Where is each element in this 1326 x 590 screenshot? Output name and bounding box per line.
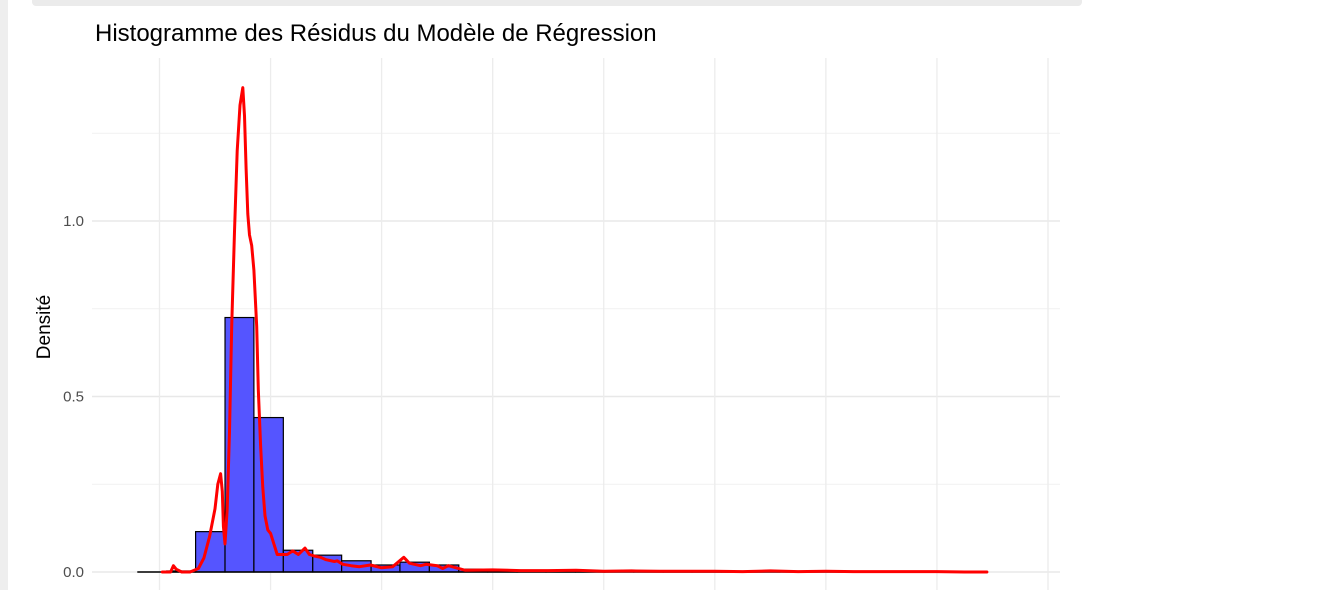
y-tick-label: 1.0 [63,213,84,230]
histogram-bar [253,416,284,573]
window-left-edge [0,0,8,590]
panel-top-bar [32,0,1082,6]
y-tick-label: 0.0 [63,564,84,581]
density-curve [160,86,989,574]
y-axis-label: Densité [34,295,55,359]
chart-title: Histogramme des Résidus du Modèle de Rég… [95,20,657,47]
grid-layer [92,58,1060,590]
y-tick-labels: 0.0 0.5 1.0 [63,213,84,581]
y-tick-label: 0.5 [63,389,84,406]
